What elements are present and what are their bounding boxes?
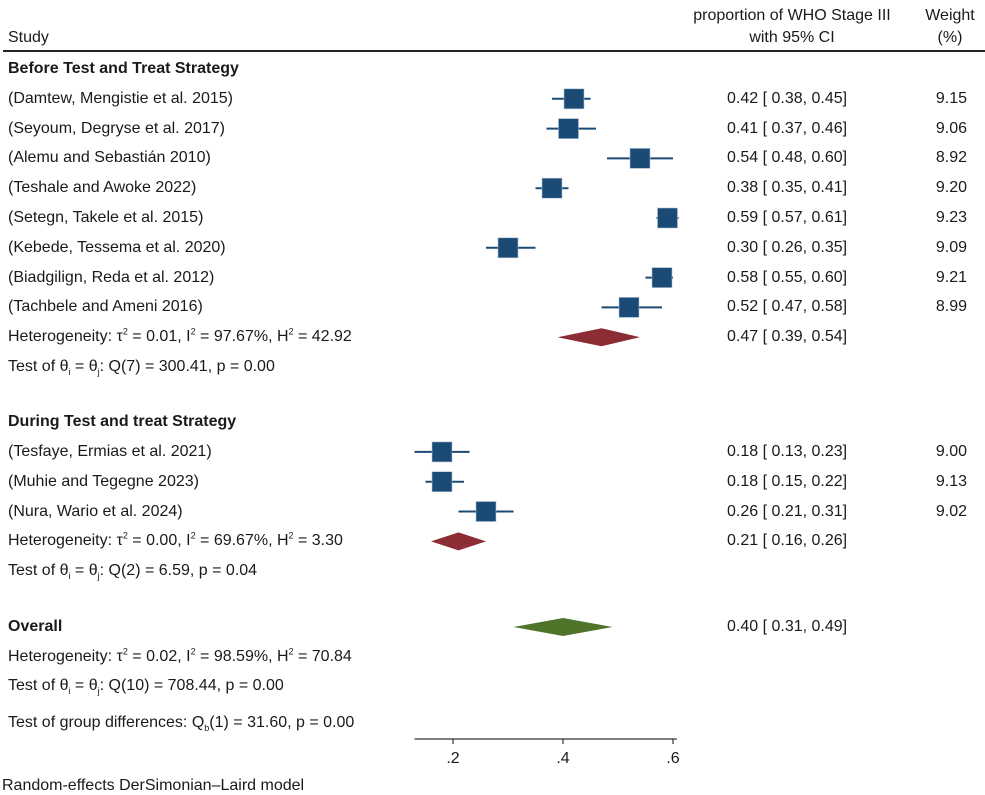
study-marker xyxy=(475,501,497,522)
weight-text: 9.15 xyxy=(935,89,967,107)
study-label: (Teshale and Awoke 2022) xyxy=(8,179,197,197)
effect-header-line1: proportion of WHO Stage III xyxy=(693,7,891,24)
group-differences-test: Test of group differences: Qb(1) = 31.60… xyxy=(8,714,355,734)
model-note: Random-effects DerSimonian–Laird model xyxy=(2,777,305,794)
weight-text: 9.09 xyxy=(935,238,967,256)
overall-homogeneity-test: Test of θi = θj: Q(10) = 708.44, p = 0.0… xyxy=(8,677,284,697)
weight-text: 9.00 xyxy=(935,442,967,460)
overall-label: Overall xyxy=(8,618,63,635)
study-marker xyxy=(618,297,640,318)
effect-ci-text: 0.42 [ 0.38, 0.45] xyxy=(727,89,848,107)
weight-text: 9.21 xyxy=(935,268,967,286)
weight-text: 9.06 xyxy=(935,119,967,137)
effect-ci-text: 0.18 [ 0.15, 0.22] xyxy=(727,472,848,490)
study-label: (Kebede, Tessema et al. 2020) xyxy=(8,238,226,256)
effect-ci-text: 0.41 [ 0.37, 0.46] xyxy=(727,119,848,137)
pooled-effect-text: 0.47 [ 0.39, 0.54] xyxy=(727,328,848,346)
header-rule xyxy=(3,50,985,52)
study-marker xyxy=(558,118,579,139)
study-marker xyxy=(651,267,673,288)
subgroup-diamond xyxy=(431,532,486,551)
study-column-header: Study xyxy=(8,29,49,46)
study-label: (Alemu and Sebastián 2010) xyxy=(8,149,211,167)
study-marker xyxy=(431,441,453,463)
study-label: (Biadgilign, Reda et al. 2012) xyxy=(8,268,215,286)
study-marker xyxy=(497,237,519,259)
weight-text: 8.92 xyxy=(935,149,967,167)
weight-text: 9.02 xyxy=(935,502,967,520)
group-heterogeneity: Heterogeneity: τ2 = 0.00, I2 = 69.67%, H… xyxy=(8,531,343,550)
weight-text: 9.23 xyxy=(935,209,967,226)
study-label: (Damtew, Mengistie et al. 2015) xyxy=(8,89,233,107)
weight-header-line2: (%) xyxy=(937,29,963,46)
group-heterogeneity: Heterogeneity: τ2 = 0.01, I2 = 97.67%, H… xyxy=(8,326,352,346)
study-marker xyxy=(629,148,651,169)
study-label: (Seyoum, Degryse et al. 2017) xyxy=(8,119,225,137)
overall-heterogeneity: Heterogeneity: τ2 = 0.02, I2 = 98.59%, H… xyxy=(8,646,352,665)
subgroup-diamond xyxy=(557,328,640,347)
study-label: (Setegn, Takele et al. 2015) xyxy=(8,209,204,226)
group-homogeneity-test: Test of θi = θj: Q(7) = 300.41, p = 0.00 xyxy=(8,358,275,378)
x-tick-label: .6 xyxy=(666,750,679,767)
study-marker xyxy=(431,471,453,493)
effect-ci-text: 0.30 [ 0.26, 0.35] xyxy=(727,238,848,256)
effect-ci-text: 0.58 [ 0.55, 0.60] xyxy=(727,268,848,286)
overall-effect-text: 0.40 [ 0.31, 0.49] xyxy=(727,618,848,635)
study-marker xyxy=(657,207,678,229)
pooled-effect-text: 0.21 [ 0.16, 0.26] xyxy=(727,532,848,550)
effect-ci-text: 0.26 [ 0.21, 0.31] xyxy=(727,502,848,520)
effect-ci-text: 0.38 [ 0.35, 0.41] xyxy=(727,179,848,197)
x-tick-label: .2 xyxy=(446,750,459,767)
overall-diamond xyxy=(513,618,613,636)
group-header: During Test and treat Strategy xyxy=(8,413,237,431)
study-label: (Tesfaye, Ermias et al. 2021) xyxy=(8,442,212,460)
group-homogeneity-test: Test of θi = θj: Q(2) = 6.59, p = 0.04 xyxy=(8,562,258,582)
effect-header-line2: with 95% CI xyxy=(749,29,835,46)
weight-header-line1: Weight xyxy=(925,7,975,24)
study-marker xyxy=(541,177,563,199)
x-tick-label: .4 xyxy=(556,750,569,767)
study-marker xyxy=(563,88,585,110)
study-label: (Tachbele and Ameni 2016) xyxy=(8,298,203,316)
weight-column-header: Weight (%) xyxy=(915,5,985,49)
weight-text: 9.20 xyxy=(935,179,967,197)
effect-ci-text: 0.54 [ 0.48, 0.60] xyxy=(727,149,848,167)
study-label: (Muhie and Tegegne 2023) xyxy=(8,472,199,490)
study-label: (Nura, Wario et al. 2024) xyxy=(8,502,183,520)
effect-column-header: proportion of WHO Stage III with 95% CI xyxy=(672,5,912,49)
effect-ci-text: 0.52 [ 0.47, 0.58] xyxy=(727,298,848,316)
weight-text: 9.13 xyxy=(935,472,967,490)
weight-text: 8.99 xyxy=(935,298,967,316)
effect-ci-text: 0.18 [ 0.13, 0.23] xyxy=(727,442,848,460)
group-header: Before Test and Treat Strategy xyxy=(8,60,239,77)
effect-ci-text: 0.59 [ 0.57, 0.61] xyxy=(727,209,848,226)
